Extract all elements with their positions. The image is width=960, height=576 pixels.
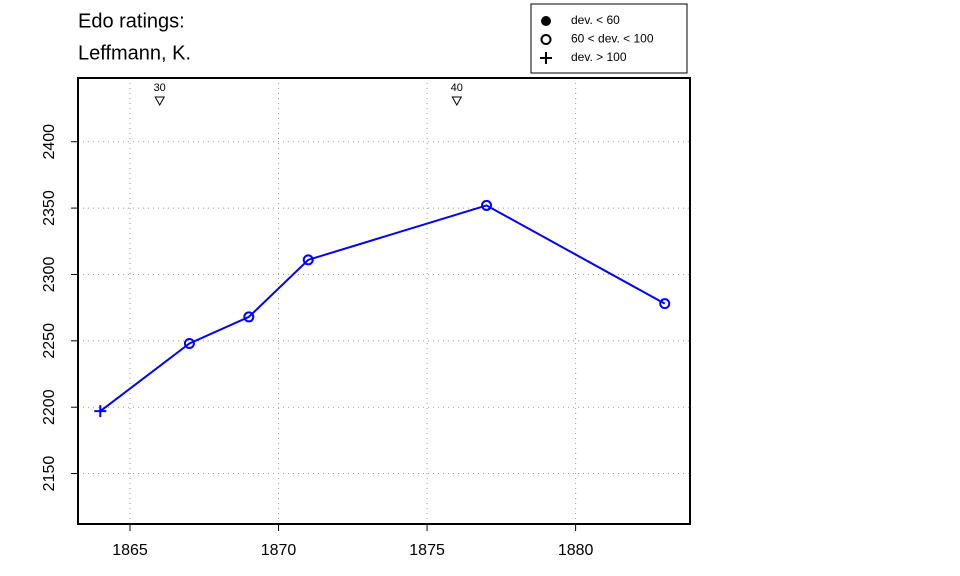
marker — [659, 298, 671, 310]
marker — [94, 405, 107, 418]
marker — [480, 199, 492, 211]
legend-box — [530, 3, 688, 74]
x-tick-label: 1880 — [558, 542, 594, 559]
legend-label: dev. > 100 — [571, 50, 627, 64]
marker — [302, 254, 314, 266]
plot-frame — [77, 77, 691, 525]
legend-marker — [540, 52, 552, 64]
x-tick-label: 1875 — [409, 542, 445, 559]
y-tick-label: 2250 — [41, 323, 58, 359]
y-tick-label: 2350 — [41, 190, 58, 226]
marker — [243, 311, 255, 323]
annotation-marker — [451, 96, 463, 107]
annotation-label: 30 — [154, 82, 166, 94]
legend-label: dev. < 60 — [571, 13, 620, 27]
legend-marker — [541, 16, 551, 26]
y-tick-label: 2200 — [41, 389, 58, 425]
x-tick-label: 1865 — [112, 542, 148, 559]
annotation-label: 40 — [451, 82, 463, 94]
y-tick-label: 2400 — [41, 124, 58, 160]
y-tick-label: 2300 — [41, 257, 58, 293]
chart-subtitle: Leffmann, K. — [78, 42, 191, 64]
annotation-marker — [154, 96, 166, 107]
legend-label: 60 < dev. < 100 — [571, 32, 654, 46]
x-tick-label: 1870 — [261, 542, 297, 559]
legend-marker — [540, 34, 552, 45]
marker — [183, 337, 195, 349]
y-tick-label: 2150 — [41, 456, 58, 492]
chart-title: Edo ratings: — [78, 10, 185, 32]
series-line — [99, 204, 666, 412]
